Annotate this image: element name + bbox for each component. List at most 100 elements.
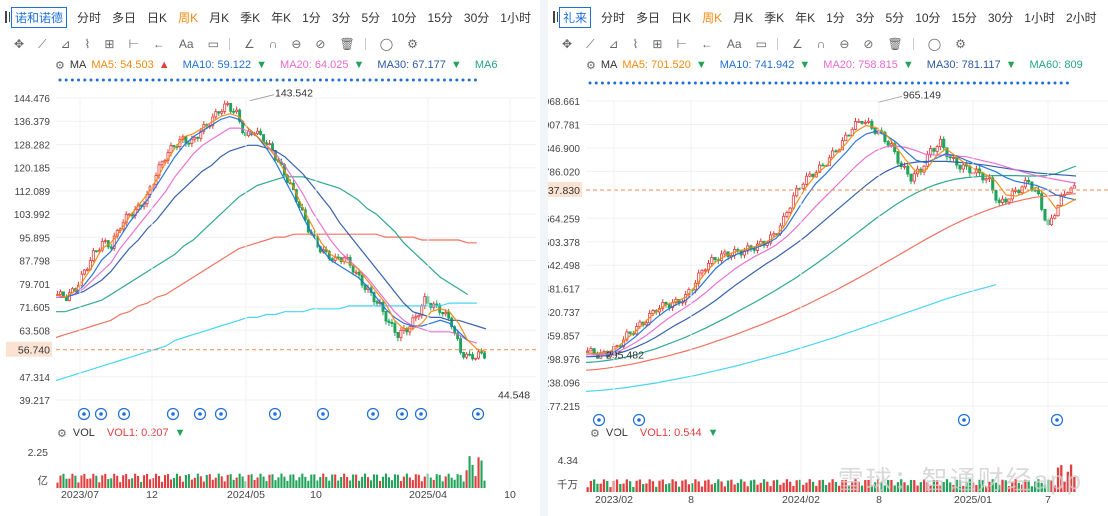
magnet-icon[interactable]: ∩ xyxy=(268,37,278,51)
delete-icon[interactable]: 🗑︎ xyxy=(887,37,903,51)
tab-13[interactable]: 1小时 xyxy=(1024,10,1055,25)
crosshair-icon[interactable]: ✥ xyxy=(562,37,573,51)
volume-bar xyxy=(766,481,769,492)
arrow-tool-icon[interactable]: ← xyxy=(700,37,713,51)
line-tool-icon[interactable]: ⟋ xyxy=(38,36,47,51)
hide-icon[interactable]: ⊘ xyxy=(863,37,874,51)
line-tool-icon[interactable]: ⟋ xyxy=(586,36,595,51)
signal-dot xyxy=(625,81,629,85)
kline-chart-right[interactable]: 968.661 907.781 846.900 786.020 664.259 603.3… xyxy=(548,0,1108,516)
volume-bar xyxy=(178,476,181,488)
tab-7[interactable]: 1分 xyxy=(826,10,845,25)
tab-10[interactable]: 10分 xyxy=(391,10,417,25)
vol-settings-icon[interactable]: ⚙︎ xyxy=(590,427,600,440)
volume-bar xyxy=(606,481,609,492)
note-tool-icon[interactable]: ▭ xyxy=(755,37,767,51)
volume-bar xyxy=(89,478,92,488)
lock-icon[interactable]: ⊖ xyxy=(291,37,302,51)
signal-dot xyxy=(387,78,391,82)
channel-tool-icon[interactable]: ⊿ xyxy=(60,37,71,51)
volume-bar xyxy=(361,476,364,488)
tab-9[interactable]: 5分 xyxy=(361,10,381,25)
tab-0[interactable]: 分时 xyxy=(77,10,102,25)
lock-icon[interactable]: ⊖ xyxy=(839,37,850,51)
candle-body xyxy=(160,161,164,166)
tab-4[interactable]: 月K xyxy=(209,10,230,25)
range-tool-icon[interactable]: ⊢ xyxy=(676,37,687,51)
tab-2[interactable]: 日K xyxy=(671,10,692,25)
tab-14[interactable]: 2小时 xyxy=(1065,10,1097,25)
wave-tool-icon[interactable]: ⌇ xyxy=(632,37,639,51)
signal-dot xyxy=(737,81,741,85)
volume-bar xyxy=(399,481,402,488)
tab-5[interactable]: 季K xyxy=(764,10,785,25)
volume-bar xyxy=(1020,484,1024,492)
tab-11[interactable]: 15分 xyxy=(427,10,453,25)
volume-bar xyxy=(854,479,857,492)
signal-dot xyxy=(1041,81,1045,85)
volume-bar xyxy=(232,479,235,488)
tab-2[interactable]: 日K xyxy=(147,10,168,25)
wave-tool-icon[interactable]: ⌇ xyxy=(84,37,91,51)
tab-7[interactable]: 1分 xyxy=(302,10,321,25)
ma-settings-icon[interactable]: ⚙︎ xyxy=(586,59,596,72)
tab-8[interactable]: 3分 xyxy=(331,10,351,25)
fib-tool-icon[interactable]: ⊞ xyxy=(104,37,115,51)
eraser-icon[interactable]: ∠ xyxy=(791,37,803,51)
tab-8[interactable]: 3分 xyxy=(855,10,875,25)
text-tool-icon[interactable]: Aa xyxy=(178,37,194,51)
tab-12[interactable]: 30分 xyxy=(463,10,490,25)
fib-tool-icon[interactable]: ⊞ xyxy=(652,37,663,51)
settings-icon[interactable]: ⚙︎ xyxy=(407,37,418,51)
tab-10[interactable]: 10分 xyxy=(915,10,941,25)
tab-0[interactable]: 分时 xyxy=(601,10,626,25)
ma-settings-icon[interactable]: ⚙︎ xyxy=(55,59,65,72)
volume-bar xyxy=(95,475,98,488)
tab-12[interactable]: 30分 xyxy=(987,10,1014,25)
signal-dot xyxy=(1065,81,1069,85)
tab-6[interactable]: 年K xyxy=(795,10,816,25)
arrow-tool-icon[interactable]: ← xyxy=(152,37,165,51)
tab-4[interactable]: 月K xyxy=(733,10,754,25)
channel-tool-icon[interactable]: ⊿ xyxy=(608,37,619,51)
crosshair-icon[interactable]: ✥ xyxy=(14,37,25,51)
link-icon[interactable]: ◯ xyxy=(379,37,394,51)
tab-11[interactable]: 15分 xyxy=(951,10,977,25)
candle-body xyxy=(935,146,939,152)
signal-dot xyxy=(898,81,902,85)
signal-dot xyxy=(145,78,149,82)
tab-3[interactable]: 周K xyxy=(702,10,723,25)
volume-bar xyxy=(137,475,140,488)
y-tick-label: 103.992 xyxy=(14,210,51,221)
volume-bar xyxy=(355,474,358,488)
tab-1[interactable]: 多日 xyxy=(112,10,137,25)
candle-body xyxy=(435,303,439,306)
tab-13[interactable]: 1小时 xyxy=(500,10,531,25)
stock-name-badge[interactable]: 诺和诺德 xyxy=(11,6,68,28)
menu-icon[interactable] xyxy=(553,11,558,23)
link-icon[interactable]: ◯ xyxy=(927,37,942,51)
kline-chart-left[interactable]: 144.476 136.379 128.282 120.185 112.089 103.9… xyxy=(0,0,540,516)
delete-icon[interactable]: 🗑︎ xyxy=(339,37,355,51)
volume-bar xyxy=(480,460,483,488)
magnet-icon[interactable]: ∩ xyxy=(816,37,826,51)
eraser-icon[interactable]: ∠ xyxy=(243,37,255,51)
settings-icon[interactable]: ⚙︎ xyxy=(955,37,966,51)
tab-3[interactable]: 周K xyxy=(178,10,199,25)
tab-9[interactable]: 5分 xyxy=(885,10,905,25)
vol-settings-icon[interactable]: ⚙︎ xyxy=(57,427,67,440)
hide-icon[interactable]: ⊘ xyxy=(315,37,326,51)
event-marker-dot xyxy=(962,418,966,422)
text-tool-icon[interactable]: Aa xyxy=(726,37,742,51)
stock-name-badge[interactable]: 礼来 xyxy=(559,6,592,28)
volume-bar xyxy=(134,473,137,488)
volume-bar xyxy=(743,481,746,492)
tab-1[interactable]: 多日 xyxy=(636,10,661,25)
range-tool-icon[interactable]: ⊢ xyxy=(128,37,139,51)
note-tool-icon[interactable]: ▭ xyxy=(207,37,219,51)
tab-6[interactable]: 年K xyxy=(271,10,292,25)
tab-5[interactable]: 季K xyxy=(240,10,261,25)
volume-bar xyxy=(316,480,319,488)
menu-icon[interactable] xyxy=(5,11,10,23)
ma120-line xyxy=(585,193,1077,371)
